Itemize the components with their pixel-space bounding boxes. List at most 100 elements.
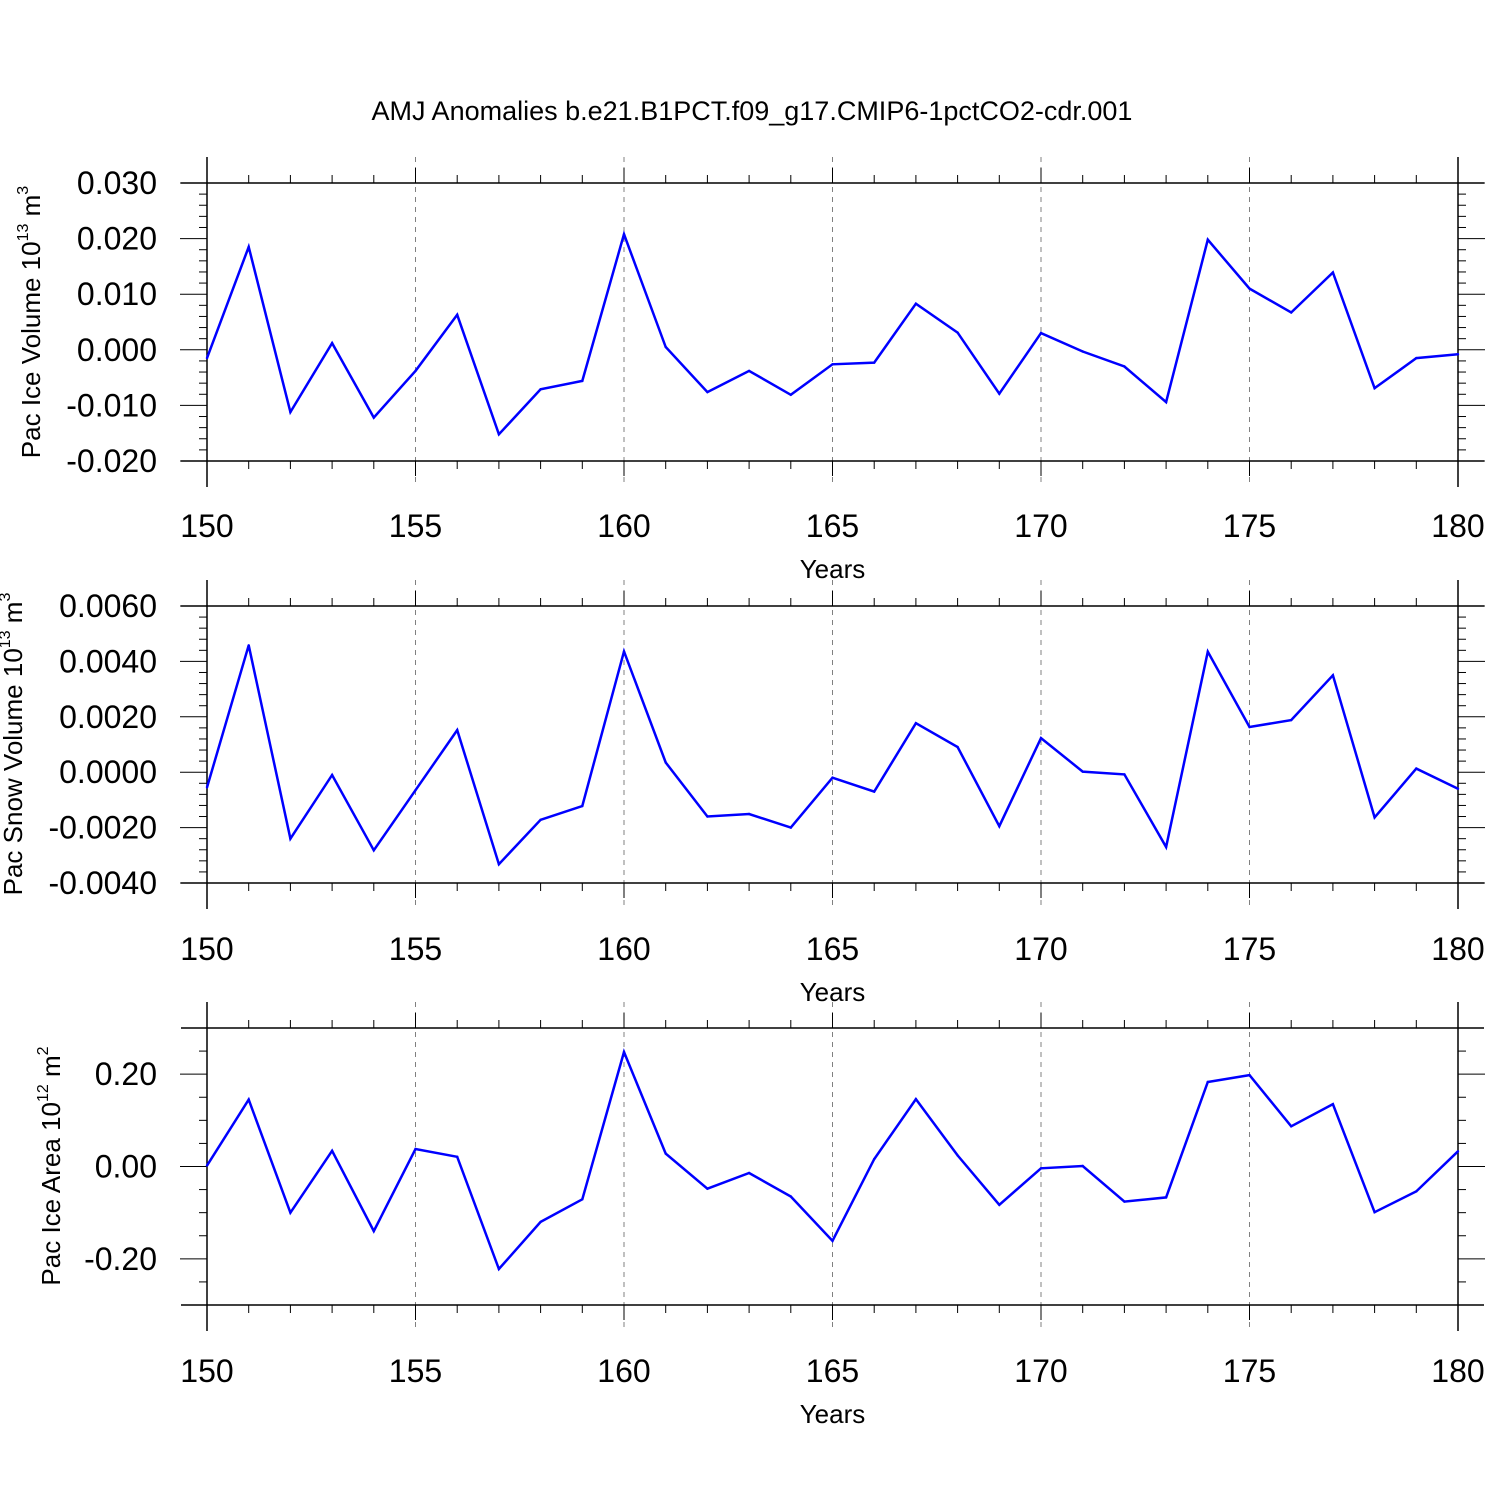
data-point: [789, 1195, 792, 1198]
y-tick-label: 0.0040: [59, 643, 157, 679]
y-label-superscript: 3: [0, 593, 14, 602]
x-tick-label: 160: [597, 508, 650, 544]
panel-snow-volume: -0.0040 -0.0020 0.0000 0.0020 0.0040 0.0060 15…: [0, 580, 1485, 1007]
data-point: [247, 644, 250, 647]
data-point: [1456, 353, 1460, 356]
y-tick-label: 0.0020: [59, 699, 157, 735]
y-label-superscript: 13: [15, 223, 32, 241]
x-tick-label: 150: [180, 1353, 233, 1389]
x-tick-label: 160: [597, 931, 650, 967]
data-point: [1290, 718, 1293, 722]
data-point: [1415, 356, 1418, 360]
data-point: [289, 410, 292, 414]
x-axis-label: Years: [800, 554, 866, 584]
data-point: [831, 1239, 834, 1243]
y-tick-label: -0.20: [84, 1241, 157, 1277]
x-tick-label: 180: [1431, 931, 1484, 967]
data-point: [497, 1267, 501, 1271]
data-point: [706, 815, 709, 818]
data-point: [1290, 311, 1293, 314]
data-point: [289, 1211, 292, 1214]
y-axis-label: Pac Snow Volume 1013 m3: [0, 593, 28, 896]
data-point: [372, 849, 375, 852]
data-point: [581, 379, 584, 383]
data-point: [873, 1157, 876, 1161]
data-point: [456, 313, 459, 316]
x-tick-label: 170: [1014, 931, 1067, 967]
figure-title: AMJ Anomalies b.e21.B1PCT.f09_g17.CMIP6-…: [372, 96, 1133, 126]
y-tick-label: 0.000: [77, 332, 157, 368]
y-axis-label: Pac Ice Area 1012 m2: [35, 1046, 66, 1285]
data-point: [664, 761, 667, 764]
data-point: [747, 812, 751, 816]
data-point: [1248, 725, 1251, 729]
data-point: [247, 1098, 250, 1101]
x-tick-label: 180: [1431, 1353, 1484, 1389]
data-point: [1331, 674, 1335, 677]
data-point: [998, 825, 1001, 828]
y-tick-label: 0.20: [95, 1056, 157, 1092]
data-point: [1039, 331, 1043, 335]
data-point: [622, 1050, 626, 1054]
y-tick-label: 0.0000: [59, 754, 157, 790]
x-tick-label: 170: [1014, 508, 1067, 544]
data-point: [1081, 1164, 1084, 1168]
data-point: [914, 722, 918, 725]
x-tick-label: 175: [1223, 931, 1276, 967]
y-tick-label: -0.0020: [48, 810, 157, 846]
data-point: [664, 345, 667, 349]
data-point: [1206, 1080, 1210, 1084]
y-tick-label: 0.00: [95, 1149, 157, 1185]
data-point: [789, 393, 792, 396]
data-point: [1415, 767, 1418, 770]
data-point: [205, 356, 209, 360]
data-point: [330, 773, 334, 777]
data-point: [497, 863, 501, 866]
data-point: [664, 1152, 667, 1155]
data-point: [706, 390, 709, 394]
x-tick-label: 155: [389, 508, 442, 544]
data-point: [1039, 1167, 1043, 1170]
data-point: [1373, 816, 1376, 819]
data-point: [622, 233, 626, 236]
x-tick-label: 165: [806, 508, 859, 544]
data-point: [873, 790, 876, 793]
y-label-superscript: 3: [15, 186, 32, 195]
data-point: [1081, 350, 1084, 353]
data-point: [831, 363, 834, 366]
data-point: [1248, 1073, 1251, 1077]
data-point: [1081, 770, 1084, 773]
y-label-text: m: [0, 602, 28, 631]
data-point: [330, 1149, 334, 1153]
data-point: [414, 369, 417, 373]
data-point: [289, 837, 292, 840]
data-point: [205, 1164, 209, 1167]
y-tick-label: 0.0060: [59, 588, 157, 624]
data-point: [247, 245, 250, 249]
data-point: [1373, 1211, 1376, 1214]
y-tick-label: 0.020: [77, 221, 157, 257]
y-tick-label: -0.010: [66, 387, 157, 423]
y-label-superscript: 12: [35, 1084, 52, 1102]
data-point: [372, 416, 375, 419]
data-point: [831, 776, 834, 779]
data-point: [497, 433, 501, 436]
data-point: [873, 361, 876, 364]
data-point: [1123, 365, 1126, 368]
data-point: [1415, 1190, 1418, 1193]
data-point: [1331, 1103, 1335, 1106]
y-tick-label: -0.020: [66, 443, 157, 479]
data-point: [747, 369, 751, 373]
data-point: [1164, 1196, 1168, 1199]
y-tick-label: -0.0040: [48, 865, 157, 901]
data-point: [956, 745, 959, 749]
data-point: [789, 826, 792, 829]
x-axis-label: Years: [800, 1399, 866, 1429]
y-label-superscript: 13: [0, 630, 14, 648]
x-tick-label: 165: [806, 1353, 859, 1389]
data-point: [372, 1229, 375, 1233]
x-tick-label: 175: [1223, 1353, 1276, 1389]
data-point: [539, 388, 542, 391]
x-tick-label: 160: [597, 1353, 650, 1389]
